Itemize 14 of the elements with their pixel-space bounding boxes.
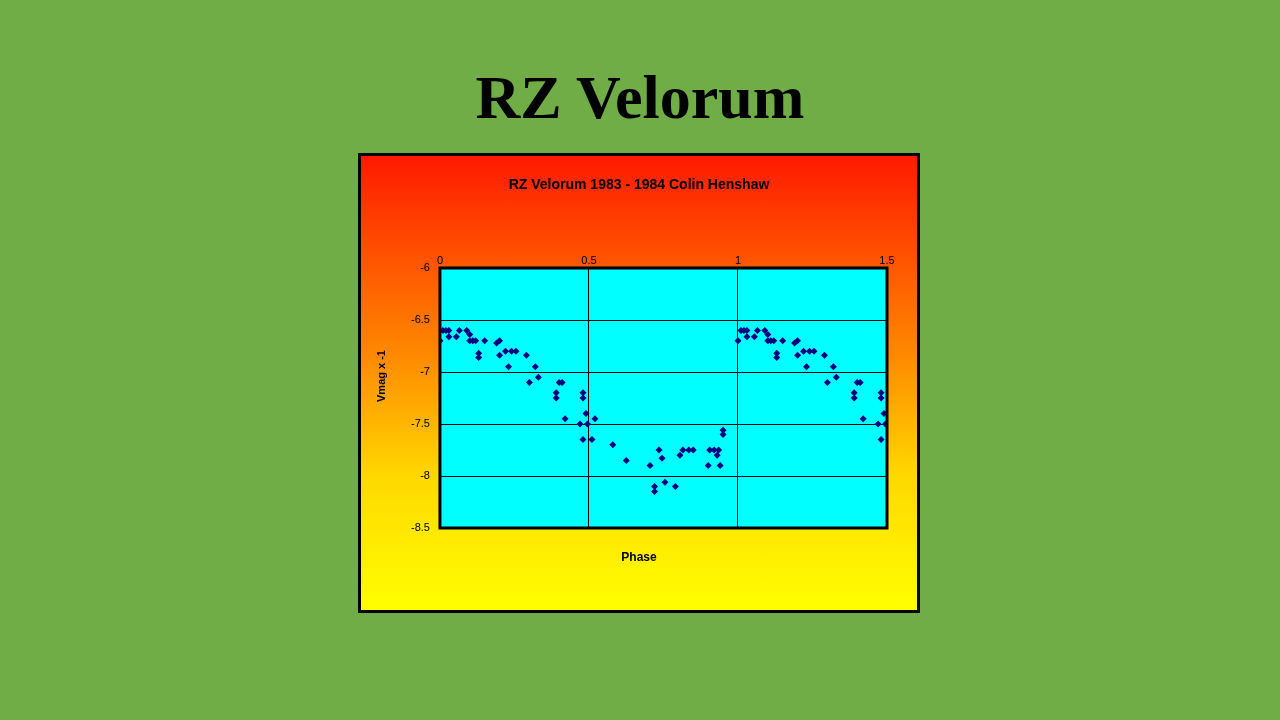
y-tick-label: -7.5 xyxy=(410,417,430,430)
y-tick-label: -6.5 xyxy=(410,313,430,326)
x-tick-label: 1.5 xyxy=(879,253,895,266)
x-tick-label: 0 xyxy=(436,253,444,266)
x-axis-title: Phase xyxy=(620,550,658,564)
x-tick-label: 0.5 xyxy=(581,253,597,266)
chart-subtitle: RZ Velorum 1983 - 1984 Colin Henshaw xyxy=(507,176,771,192)
y-tick-label: -8 xyxy=(420,469,430,482)
y-axis-title: Vmag x -1 xyxy=(375,350,387,402)
chart-title: RZ Velorum xyxy=(474,62,806,133)
y-tick-label: -8.5 xyxy=(410,521,430,534)
y-tick-label: -6 xyxy=(420,261,430,274)
y-tick-label: -7 xyxy=(420,365,430,378)
x-tick-label: 1 xyxy=(734,253,742,266)
